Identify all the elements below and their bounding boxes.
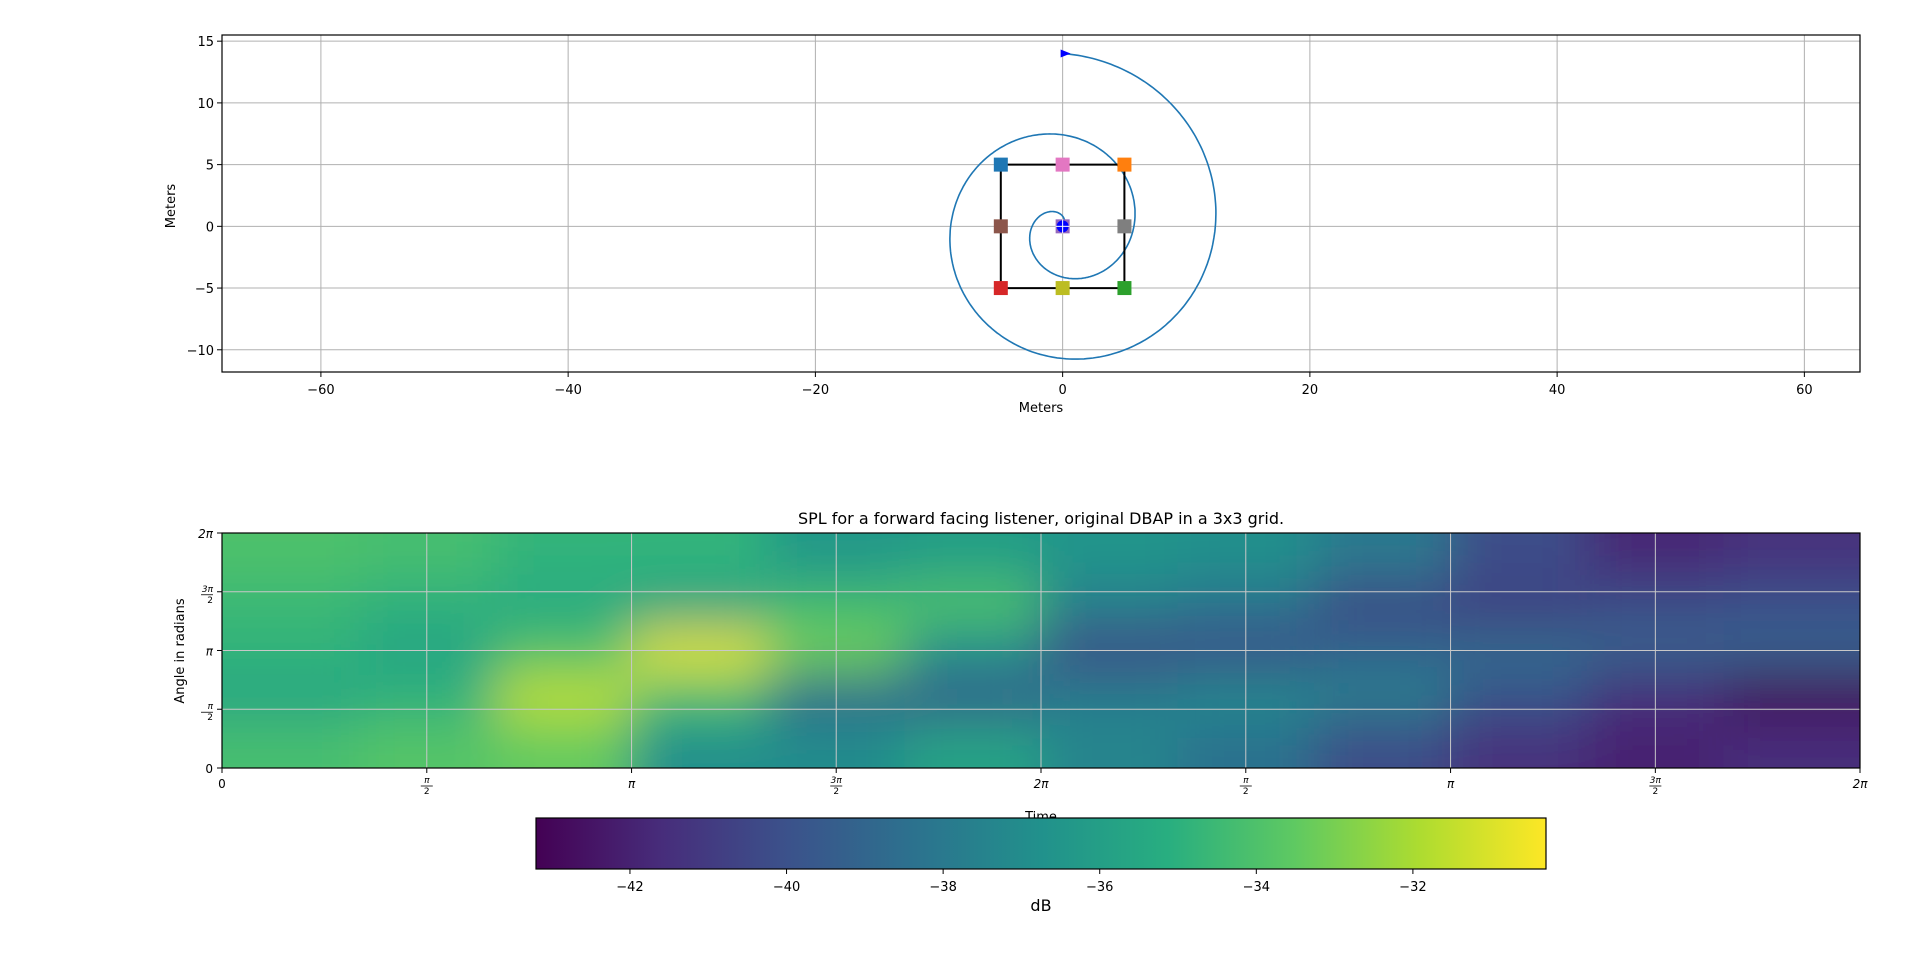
heatmap-cell	[1723, 533, 1860, 581]
heatmap-cell	[495, 674, 632, 722]
heatmap-y-tick-label: 2π	[198, 527, 214, 541]
heatmap-cell	[495, 533, 632, 581]
heatmap-y-tick-label-denominator: 2	[207, 713, 213, 723]
heatmap-cell	[631, 721, 769, 768]
position-plot: −60 −40 −20 0 20 40 60 −10 −5 0 5 10 15 Meters Meter…	[164, 34, 1861, 416]
heatmap-x-tick-label: 2π	[1034, 777, 1050, 791]
colorbar-tick-label: −34	[1243, 880, 1270, 895]
top-x-tick-label: 0	[1058, 383, 1066, 398]
heatmap-y-tick-label-numerator: π	[208, 702, 214, 712]
heatmap-y-tick-label-denominator: 2	[207, 596, 213, 606]
heatmap-x-tick-label-denominator: 2	[833, 787, 839, 797]
speaker-marker	[1055, 281, 1070, 296]
heatmap-cell	[495, 721, 632, 768]
heatmap-cell	[631, 580, 769, 628]
heatmap-plot: SPL for a forward facing listener, origi…	[173, 509, 1868, 825]
heatmap-cell	[1723, 721, 1860, 768]
heatmap-cell	[222, 721, 359, 768]
top-x-tick-label: 20	[1302, 383, 1319, 398]
colorbar-label: dB	[1030, 896, 1051, 915]
heatmap-x-tick-label: π	[1447, 777, 1455, 791]
heatmap-cell	[1314, 674, 1451, 722]
heatmap-x-tick-label-numerator: 3π	[1650, 776, 1662, 786]
heatmap-x-tick-label-denominator: 2	[1652, 787, 1658, 797]
colorbar-tick-label: −36	[1086, 880, 1113, 895]
heatmap-cell	[904, 674, 1042, 722]
colorbar-tick-label: −38	[929, 880, 956, 895]
heatmap-x-tick-label: 0	[218, 777, 226, 791]
heatmap-cell	[631, 533, 769, 581]
speaker-marker	[1117, 281, 1132, 296]
heatmap-y-tick-label: π	[206, 644, 214, 658]
heatmap-cell	[1314, 580, 1451, 628]
colorbar-ticks: −42 −40 −38 −36 −34 −32	[616, 869, 1427, 895]
heatmap-cell	[1041, 721, 1178, 768]
speaker-marker	[993, 157, 1008, 172]
heatmap-y-tick-label-numerator: 3π	[202, 585, 214, 595]
top-y-tick-label: 15	[197, 35, 214, 50]
colorbar-tick-label: −42	[616, 880, 643, 895]
top-y-tick-label: 10	[197, 97, 214, 112]
heatmap-x-tick-label-denominator: 2	[1243, 787, 1249, 797]
heatmap-cell	[1723, 580, 1860, 628]
heatmap-cell	[1723, 674, 1860, 722]
heatmap-cell	[495, 580, 632, 628]
heatmap-x-tick-label: 2π	[1853, 777, 1869, 791]
speaker-marker	[1055, 157, 1070, 172]
top-marks	[949, 49, 1217, 360]
heatmap-y-axis-label: Angle in radians	[173, 598, 188, 703]
heatmap-x-tick-label-numerator: π	[1243, 776, 1249, 786]
speaker-marker	[1117, 219, 1132, 234]
heatmap-cell	[1041, 533, 1178, 581]
top-y-axis-label: Meters	[164, 184, 179, 229]
heatmap-title: SPL for a forward facing listener, origi…	[798, 509, 1284, 528]
heatmap-y-tick-label: 0	[205, 762, 213, 776]
heatmap-cell	[904, 721, 1042, 768]
direction-arrow	[1060, 49, 1071, 58]
heatmap-axes-frame	[221, 532, 1861, 769]
top-x-tick-label: −20	[802, 383, 829, 398]
heatmap-cell	[1450, 533, 1588, 581]
top-y-tick-label: −5	[195, 282, 214, 297]
speaker-marker	[1117, 157, 1132, 172]
top-x-tick-label: 40	[1549, 383, 1566, 398]
heatmap-x-tick-label-numerator: 3π	[831, 776, 843, 786]
heatmap-x-tick-label: π	[628, 777, 636, 791]
heatmap-cell	[1314, 533, 1451, 581]
heatmap-cell	[1450, 674, 1588, 722]
heatmap-cell	[1450, 721, 1588, 768]
heatmap-cell	[1450, 580, 1588, 628]
colorbar-gradient	[535, 817, 1547, 870]
top-y-tick-label: −10	[187, 344, 214, 359]
speaker-marker	[993, 219, 1008, 234]
heatmap-cell	[1314, 721, 1451, 768]
top-axes-frame	[221, 34, 1861, 373]
colorbar: −42 −40 −38 −36 −34 −32 dB	[535, 817, 1547, 915]
heatmap-cell	[904, 580, 1042, 628]
heatmap-cell	[631, 674, 769, 722]
top-x-axis-label: Meters	[1019, 401, 1064, 416]
listener-trajectory-spiral	[949, 52, 1217, 360]
heatmap-cell	[1041, 674, 1178, 722]
top-x-tick-label: −40	[554, 383, 581, 398]
heatmap-cell	[1041, 580, 1178, 628]
heatmap-cell	[904, 533, 1042, 581]
top-grid	[222, 35, 1860, 372]
heatmap-cell	[222, 533, 359, 581]
heatmap-x-tick-label-numerator: π	[424, 776, 430, 786]
top-x-tick-label: 60	[1796, 383, 1813, 398]
top-ticks: −60 −40 −20 0 20 40 60 −10 −5 0 5 10 15	[187, 35, 1813, 398]
speaker-marker	[993, 281, 1008, 296]
heatmap-x-tick-label-denominator: 2	[424, 787, 430, 797]
top-y-tick-label: 5	[206, 159, 214, 174]
heatmap-cell	[222, 580, 359, 628]
heatmap-cell	[222, 674, 359, 722]
colorbar-tick-label: −32	[1399, 880, 1426, 895]
colorbar-tick-label: −40	[773, 880, 800, 895]
top-y-tick-label: 0	[206, 220, 214, 235]
top-x-tick-label: −60	[307, 383, 334, 398]
